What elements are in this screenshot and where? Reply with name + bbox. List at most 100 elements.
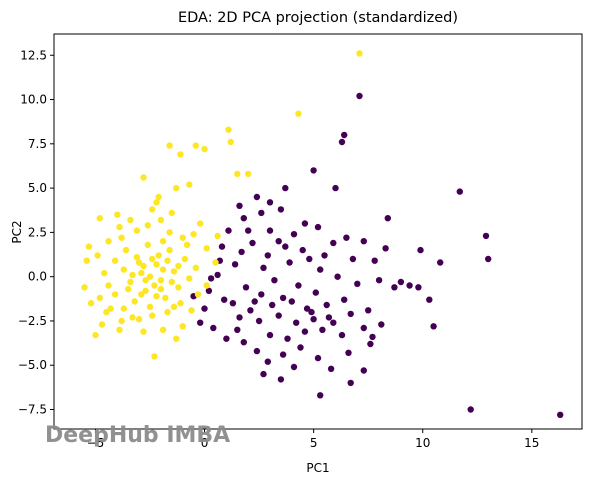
- scatter-point-class-1: [197, 220, 204, 227]
- scatter-point-class-1: [203, 282, 210, 289]
- scatter-point-class-0: [279, 294, 287, 302]
- scatter-point-class-0: [415, 284, 422, 291]
- y-tick-label: −5.0: [18, 358, 47, 372]
- scatter-point-class-1: [144, 241, 151, 248]
- chart-title: EDA: 2D PCA projection (standardized): [178, 10, 458, 26]
- x-tick-label: 10: [415, 436, 430, 450]
- scatter-point-class-1: [164, 257, 171, 264]
- scatter-point-class-1: [142, 277, 149, 284]
- scatter-point-class-0: [258, 209, 265, 217]
- scatter-point-class-1: [192, 142, 199, 149]
- scatter-point-class-0: [284, 335, 291, 342]
- scatter-point-class-1: [166, 246, 173, 254]
- scatter-point-class-1: [173, 335, 180, 342]
- scatter-point-class-1: [138, 269, 145, 277]
- scatter-point-class-0: [249, 239, 256, 247]
- scatter-point-class-1: [157, 277, 165, 284]
- scatter-point-class-0: [367, 340, 374, 348]
- scatter-point-class-0: [319, 326, 326, 333]
- scatter-point-class-0: [557, 411, 564, 418]
- scatter-point-class-1: [186, 275, 193, 282]
- scatter-point-class-0: [253, 193, 261, 201]
- scatter-point-class-1: [114, 211, 121, 218]
- scatter-point-class-0: [240, 215, 247, 222]
- scatter-point-class-1: [166, 142, 173, 149]
- scatter-point-class-0: [306, 255, 313, 263]
- scatter-point-class-0: [231, 261, 239, 268]
- scatter-point-class-0: [341, 296, 348, 303]
- scatter-point-class-1: [227, 138, 234, 146]
- scatter-point-class-0: [264, 358, 271, 365]
- scatter-point-class-0: [275, 238, 282, 245]
- scatter-point-class-0: [210, 324, 217, 332]
- x-tick-label: −5: [87, 436, 105, 450]
- scatter-point-class-1: [157, 216, 165, 224]
- scatter-point-class-0: [223, 335, 230, 342]
- scatter-point-class-0: [266, 227, 274, 234]
- scatter-point-class-1: [159, 266, 167, 273]
- scatter-point-class-1: [151, 282, 158, 289]
- scatter-point-class-1: [105, 238, 112, 245]
- scatter-point-class-0: [360, 324, 367, 332]
- scatter-point-class-1: [125, 285, 132, 293]
- scatter-point-class-1: [146, 273, 154, 280]
- scatter-point-class-0: [426, 296, 433, 303]
- scatter-point-class-0: [293, 319, 300, 326]
- scatter-point-class-1: [87, 300, 95, 307]
- scatter-point-class-0: [354, 280, 361, 287]
- scatter-point-class-1: [155, 252, 162, 259]
- scatter-point-class-0: [225, 227, 232, 234]
- scatter-point-class-1: [142, 287, 149, 294]
- scatter-point-class-0: [317, 266, 324, 273]
- scatter-point-class-1: [157, 285, 165, 293]
- scatter-point-class-1: [177, 151, 184, 158]
- scatter-point-class-1: [111, 291, 119, 298]
- scatter-point-class-0: [266, 199, 274, 206]
- y-tick-label: −2.5: [18, 314, 47, 328]
- scatter-point-class-1: [203, 245, 210, 252]
- scatter-point-class-1: [149, 255, 156, 263]
- scatter-point-class-1: [194, 291, 202, 298]
- scatter-point-class-1: [173, 184, 180, 192]
- scatter-point-class-1: [168, 278, 175, 286]
- scatter-point-class-1: [356, 50, 363, 57]
- scatter-point-class-1: [81, 284, 88, 291]
- scatter-point-class-0: [221, 296, 228, 303]
- scatter-point-class-0: [282, 184, 289, 192]
- scatter-point-class-1: [159, 238, 167, 245]
- scatter-point-class-1: [135, 316, 143, 323]
- scatter-point-class-0: [264, 252, 271, 259]
- scatter-point-class-0: [218, 243, 226, 250]
- scatter-point-class-1: [85, 243, 93, 250]
- scatter-point-class-1: [234, 170, 241, 178]
- scatter-point-class-0: [303, 305, 311, 312]
- scatter-point-class-1: [162, 294, 169, 302]
- scatter-point-class-1: [138, 291, 145, 298]
- scatter-point-class-0: [417, 246, 424, 254]
- scatter-point-class-0: [214, 271, 221, 279]
- watermark: DeepHub IMBA: [45, 423, 230, 448]
- scatter-point-class-1: [168, 209, 175, 217]
- scatter-point-class-1: [190, 231, 197, 238]
- scatter-point-class-1: [133, 254, 141, 261]
- scatter-point-class-1: [94, 252, 101, 259]
- scatter-point-class-0: [437, 259, 444, 266]
- scatter-point-class-0: [323, 301, 330, 309]
- scatter-point-class-0: [229, 300, 237, 307]
- scatter-point-class-1: [116, 326, 123, 333]
- scatter-point-class-0: [205, 287, 213, 294]
- scatter-point-class-0: [255, 317, 263, 325]
- scatter-point-class-0: [201, 305, 208, 312]
- y-tick-label: 5.0: [28, 181, 47, 195]
- scatter-point-class-0: [384, 215, 391, 222]
- x-tick-label: 0: [201, 436, 209, 450]
- scatter-point-class-0: [310, 167, 317, 174]
- scatter-point-class-0: [275, 312, 282, 319]
- scatter-point-class-0: [365, 307, 372, 314]
- scatter-point-class-0: [260, 264, 267, 271]
- y-tick-label: −7.5: [18, 403, 47, 417]
- scatter-point-class-0: [301, 328, 309, 335]
- y-tick-label: 10.0: [20, 93, 47, 107]
- scatter-point-class-0: [349, 255, 357, 263]
